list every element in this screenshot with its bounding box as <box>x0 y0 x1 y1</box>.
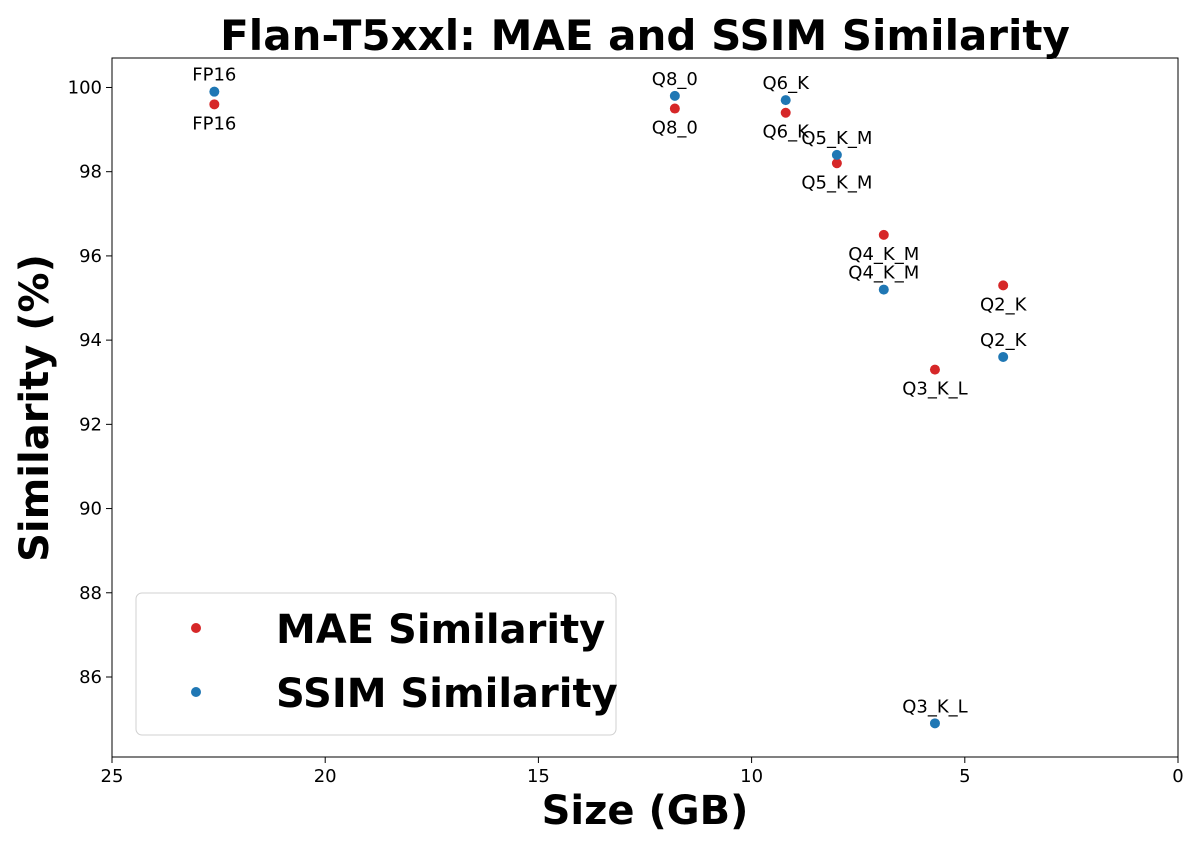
data-point <box>780 95 791 106</box>
x-tick-label: 25 <box>101 766 124 787</box>
data-point <box>998 280 1009 291</box>
axis-ticks: 25 20 15 10 5 0 86 88 90 92 94 96 98 100 <box>68 77 1184 787</box>
data-label: Q4_K_M <box>848 263 919 284</box>
legend-marker-ssim <box>191 687 201 697</box>
y-tick-label: 86 <box>79 667 102 688</box>
x-tick-label: 15 <box>527 766 550 787</box>
y-tick-label: 100 <box>68 77 102 98</box>
data-point <box>878 229 889 240</box>
x-axis-label: Size (GB) <box>542 788 749 834</box>
data-label: Q2_K <box>980 330 1028 351</box>
data-point <box>998 351 1009 362</box>
data-label: Q8_0 <box>652 118 698 139</box>
y-tick-label: 98 <box>79 162 102 183</box>
data-label: Q4_K_M <box>848 244 919 265</box>
data-label: Q3_K_L <box>902 379 967 400</box>
data-point <box>780 107 791 118</box>
legend-entry-ssim: SSIM Similarity <box>276 671 618 717</box>
chart-title: Flan-T5xxl: MAE and SSIM Similarity <box>220 11 1070 60</box>
legend-box <box>135 592 617 736</box>
legend-marker-mae <box>191 623 201 633</box>
data-point <box>209 86 220 97</box>
legend: MAE Similarity SSIM Similarity <box>135 592 618 736</box>
x-tick-label: 0 <box>1172 766 1183 787</box>
data-point <box>669 103 680 114</box>
data-label: FP16 <box>192 113 236 134</box>
data-point <box>929 364 940 375</box>
data-label: Q5_K_M <box>801 128 872 149</box>
plot-area-frame <box>111 57 1179 758</box>
y-tick-label: 90 <box>79 499 102 520</box>
data-points <box>209 86 1009 729</box>
data-label: Q8_0 <box>652 69 698 90</box>
data-label: Q5_K_M <box>801 172 872 193</box>
data-point <box>878 284 889 295</box>
data-label: Q6_K <box>762 122 810 143</box>
y-tick-label: 96 <box>79 246 102 267</box>
data-label: FP16 <box>192 65 236 86</box>
legend-entry-mae: MAE Similarity <box>276 607 605 653</box>
x-tick-label: 5 <box>959 766 970 787</box>
data-label: Q2_K <box>980 294 1028 315</box>
data-point <box>209 99 220 110</box>
data-point <box>669 90 680 101</box>
y-tick-label: 88 <box>79 583 102 604</box>
x-tick-label: 10 <box>740 766 763 787</box>
data-point <box>831 158 842 169</box>
y-axis-label: Similarity (%) <box>12 254 58 562</box>
data-label: Q3_K_L <box>902 696 967 717</box>
x-tick-label: 20 <box>314 766 337 787</box>
data-point <box>929 718 940 729</box>
data-label: Q6_K <box>762 73 810 94</box>
y-tick-label: 92 <box>79 414 102 435</box>
y-tick-label: 94 <box>79 330 102 351</box>
data-point <box>831 149 842 160</box>
